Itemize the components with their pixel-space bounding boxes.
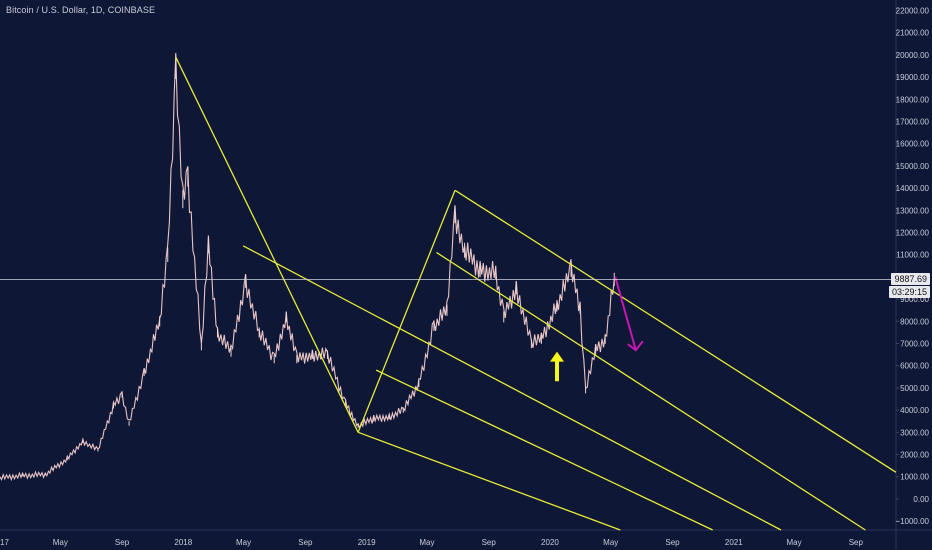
time-tick-label: May (419, 538, 434, 547)
support-arrow-up-head (550, 352, 564, 362)
price-tick-label: 19000.00 (896, 73, 930, 82)
trendline-6 (358, 432, 620, 530)
price-tick-label: 18000.00 (896, 95, 930, 104)
price-tick-label: 7000.00 (900, 339, 929, 348)
price-series-line (0, 55, 614, 480)
time-tick-label: May (603, 538, 618, 547)
time-tick-label: May (53, 538, 68, 547)
time-tick-label: 2020 (541, 538, 559, 547)
price-tick-label: 5000.00 (900, 384, 929, 393)
price-tick-label: 6000.00 (900, 362, 929, 371)
price-tick-label: 13000.00 (896, 206, 930, 215)
price-tick-label: 2000.00 (900, 451, 929, 460)
time-tick-label: May (236, 538, 251, 547)
time-tick-label: Sep (665, 538, 680, 547)
bar-countdown-label: 03:29:15 (889, 286, 930, 298)
price-tick-label: 12000.00 (896, 228, 930, 237)
time-tick-label: 2019 (358, 538, 376, 547)
price-tick-label: 14000.00 (896, 184, 930, 193)
price-tick-label: 15000.00 (896, 162, 930, 171)
price-tick-label: 3000.00 (900, 428, 929, 437)
trendline-4 (243, 246, 781, 530)
price-tick-label: 17000.00 (896, 117, 930, 126)
time-tick-label: Sep (849, 538, 864, 547)
price-tick-label: 22000.00 (896, 6, 930, 15)
trendline-0 (176, 57, 358, 432)
time-tick-label: Sep (115, 538, 130, 547)
trendline-3 (436, 252, 865, 530)
last-price-label: 9887.69 (891, 273, 930, 285)
price-tick-label: 0.00 (913, 495, 929, 504)
time-tick-label: May (786, 538, 801, 547)
price-tick-label: 20000.00 (896, 51, 930, 60)
time-tick-label: 2017 (0, 538, 9, 547)
time-tick-label: Sep (298, 538, 313, 547)
price-tick-label: 4000.00 (900, 406, 929, 415)
time-tick-label: Sep (482, 538, 497, 547)
trendline-2 (455, 190, 896, 472)
time-tick-label: 2021 (725, 538, 743, 547)
price-tick-label: 16000.00 (896, 140, 930, 149)
symbol-legend: Bitcoin / U.S. Dollar, 1D, COINBASE (6, 5, 155, 15)
trend-arrow-down (615, 277, 636, 350)
time-tick-label: 2018 (174, 538, 192, 547)
price-tick-label: −1000.00 (895, 517, 929, 526)
trendline-5 (376, 370, 713, 530)
price-tick-label: 11000.00 (896, 251, 929, 260)
price-tick-label: 1000.00 (900, 473, 929, 482)
price-tick-label: 21000.00 (896, 29, 930, 38)
price-tick-label: 8000.00 (900, 317, 929, 326)
